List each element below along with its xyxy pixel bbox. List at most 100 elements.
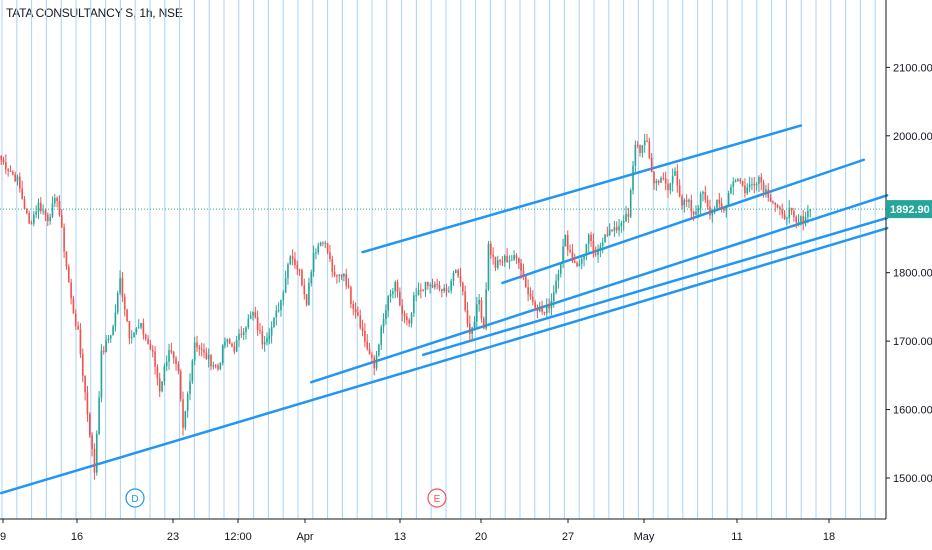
candle — [154, 345, 156, 375]
candle — [699, 191, 702, 216]
candle — [14, 171, 16, 182]
candle — [67, 264, 70, 283]
candle-body — [5, 162, 7, 170]
candle-body — [692, 211, 695, 215]
candle-body — [375, 355, 378, 369]
candle — [308, 277, 310, 306]
candle — [501, 256, 504, 266]
trendline-lower-support[interactable] — [421, 216, 889, 357]
candle-body — [552, 292, 555, 301]
candle-body — [618, 226, 620, 231]
candle — [219, 361, 222, 371]
candle-body — [158, 378, 161, 392]
candle — [552, 285, 555, 308]
candle-body — [12, 172, 14, 175]
candle — [359, 309, 362, 330]
candle-body — [105, 340, 107, 352]
event-marker-d[interactable]: D — [125, 488, 145, 508]
candle-body — [266, 338, 268, 343]
candle-body — [578, 263, 581, 267]
candle — [436, 278, 438, 290]
candle — [580, 256, 583, 270]
candle-body — [643, 140, 646, 146]
candle-body — [443, 288, 445, 292]
candle — [252, 311, 254, 321]
candle — [147, 335, 149, 345]
candle-body — [503, 255, 506, 262]
candle — [471, 326, 473, 340]
candle-body — [224, 341, 226, 346]
candle-body — [422, 290, 424, 292]
candle — [522, 263, 525, 280]
candle-body — [291, 256, 294, 259]
candle-body — [732, 181, 735, 187]
trendline-upper-channel[interactable] — [361, 124, 803, 254]
candle-body — [802, 216, 805, 223]
candle-body — [788, 207, 791, 219]
candle-body — [657, 180, 660, 183]
candle — [496, 255, 499, 270]
candle-body — [368, 349, 371, 355]
candle-body — [28, 213, 30, 224]
candle-body — [326, 242, 329, 253]
candle-body — [438, 285, 441, 290]
candle — [65, 251, 68, 270]
candle-body — [531, 296, 534, 302]
candle-body — [755, 183, 758, 186]
candle — [438, 281, 441, 292]
candle — [562, 238, 564, 268]
candle — [217, 363, 219, 372]
candle-body — [730, 186, 732, 194]
candle-body — [289, 256, 292, 265]
candle — [597, 244, 599, 263]
event-marker-e[interactable]: E — [427, 488, 447, 508]
candle — [475, 296, 478, 328]
candle — [578, 259, 581, 267]
candle — [599, 242, 602, 258]
candle — [557, 269, 560, 289]
candle — [42, 204, 44, 215]
candle — [443, 284, 445, 293]
candle — [86, 385, 89, 422]
candle-body — [650, 157, 653, 172]
candle — [228, 337, 231, 345]
candle — [420, 283, 422, 299]
candle-body — [340, 274, 343, 277]
candle — [51, 196, 54, 218]
candle — [156, 364, 159, 386]
x-tick-label: 20 — [475, 531, 487, 543]
candle-body — [718, 199, 721, 204]
candle-body — [170, 350, 173, 353]
candle — [214, 364, 217, 369]
candle-body — [263, 342, 266, 345]
candle-body — [312, 253, 315, 273]
candle — [212, 361, 215, 370]
candle — [669, 182, 672, 195]
candle — [559, 262, 562, 278]
candle — [30, 220, 33, 225]
trendline-mid-support[interactable] — [310, 194, 889, 384]
candle — [800, 215, 802, 226]
candle — [233, 341, 236, 355]
candle-body — [387, 296, 390, 311]
x-tick-label: 13 — [394, 531, 406, 543]
candle-body — [415, 295, 418, 297]
candle — [657, 179, 660, 186]
candle-body — [538, 306, 541, 312]
candle — [629, 188, 632, 218]
trendline-long-support[interactable] — [0, 226, 889, 495]
candle — [347, 278, 350, 289]
candle — [538, 301, 541, 313]
candle — [781, 203, 784, 219]
candle — [128, 320, 131, 345]
candle-body — [130, 337, 133, 339]
candle-body — [98, 397, 100, 434]
candle-body — [592, 241, 595, 254]
candle — [734, 178, 737, 183]
candle — [275, 305, 278, 326]
candle — [713, 206, 716, 215]
candle-body — [606, 234, 609, 236]
candle — [329, 244, 331, 262]
